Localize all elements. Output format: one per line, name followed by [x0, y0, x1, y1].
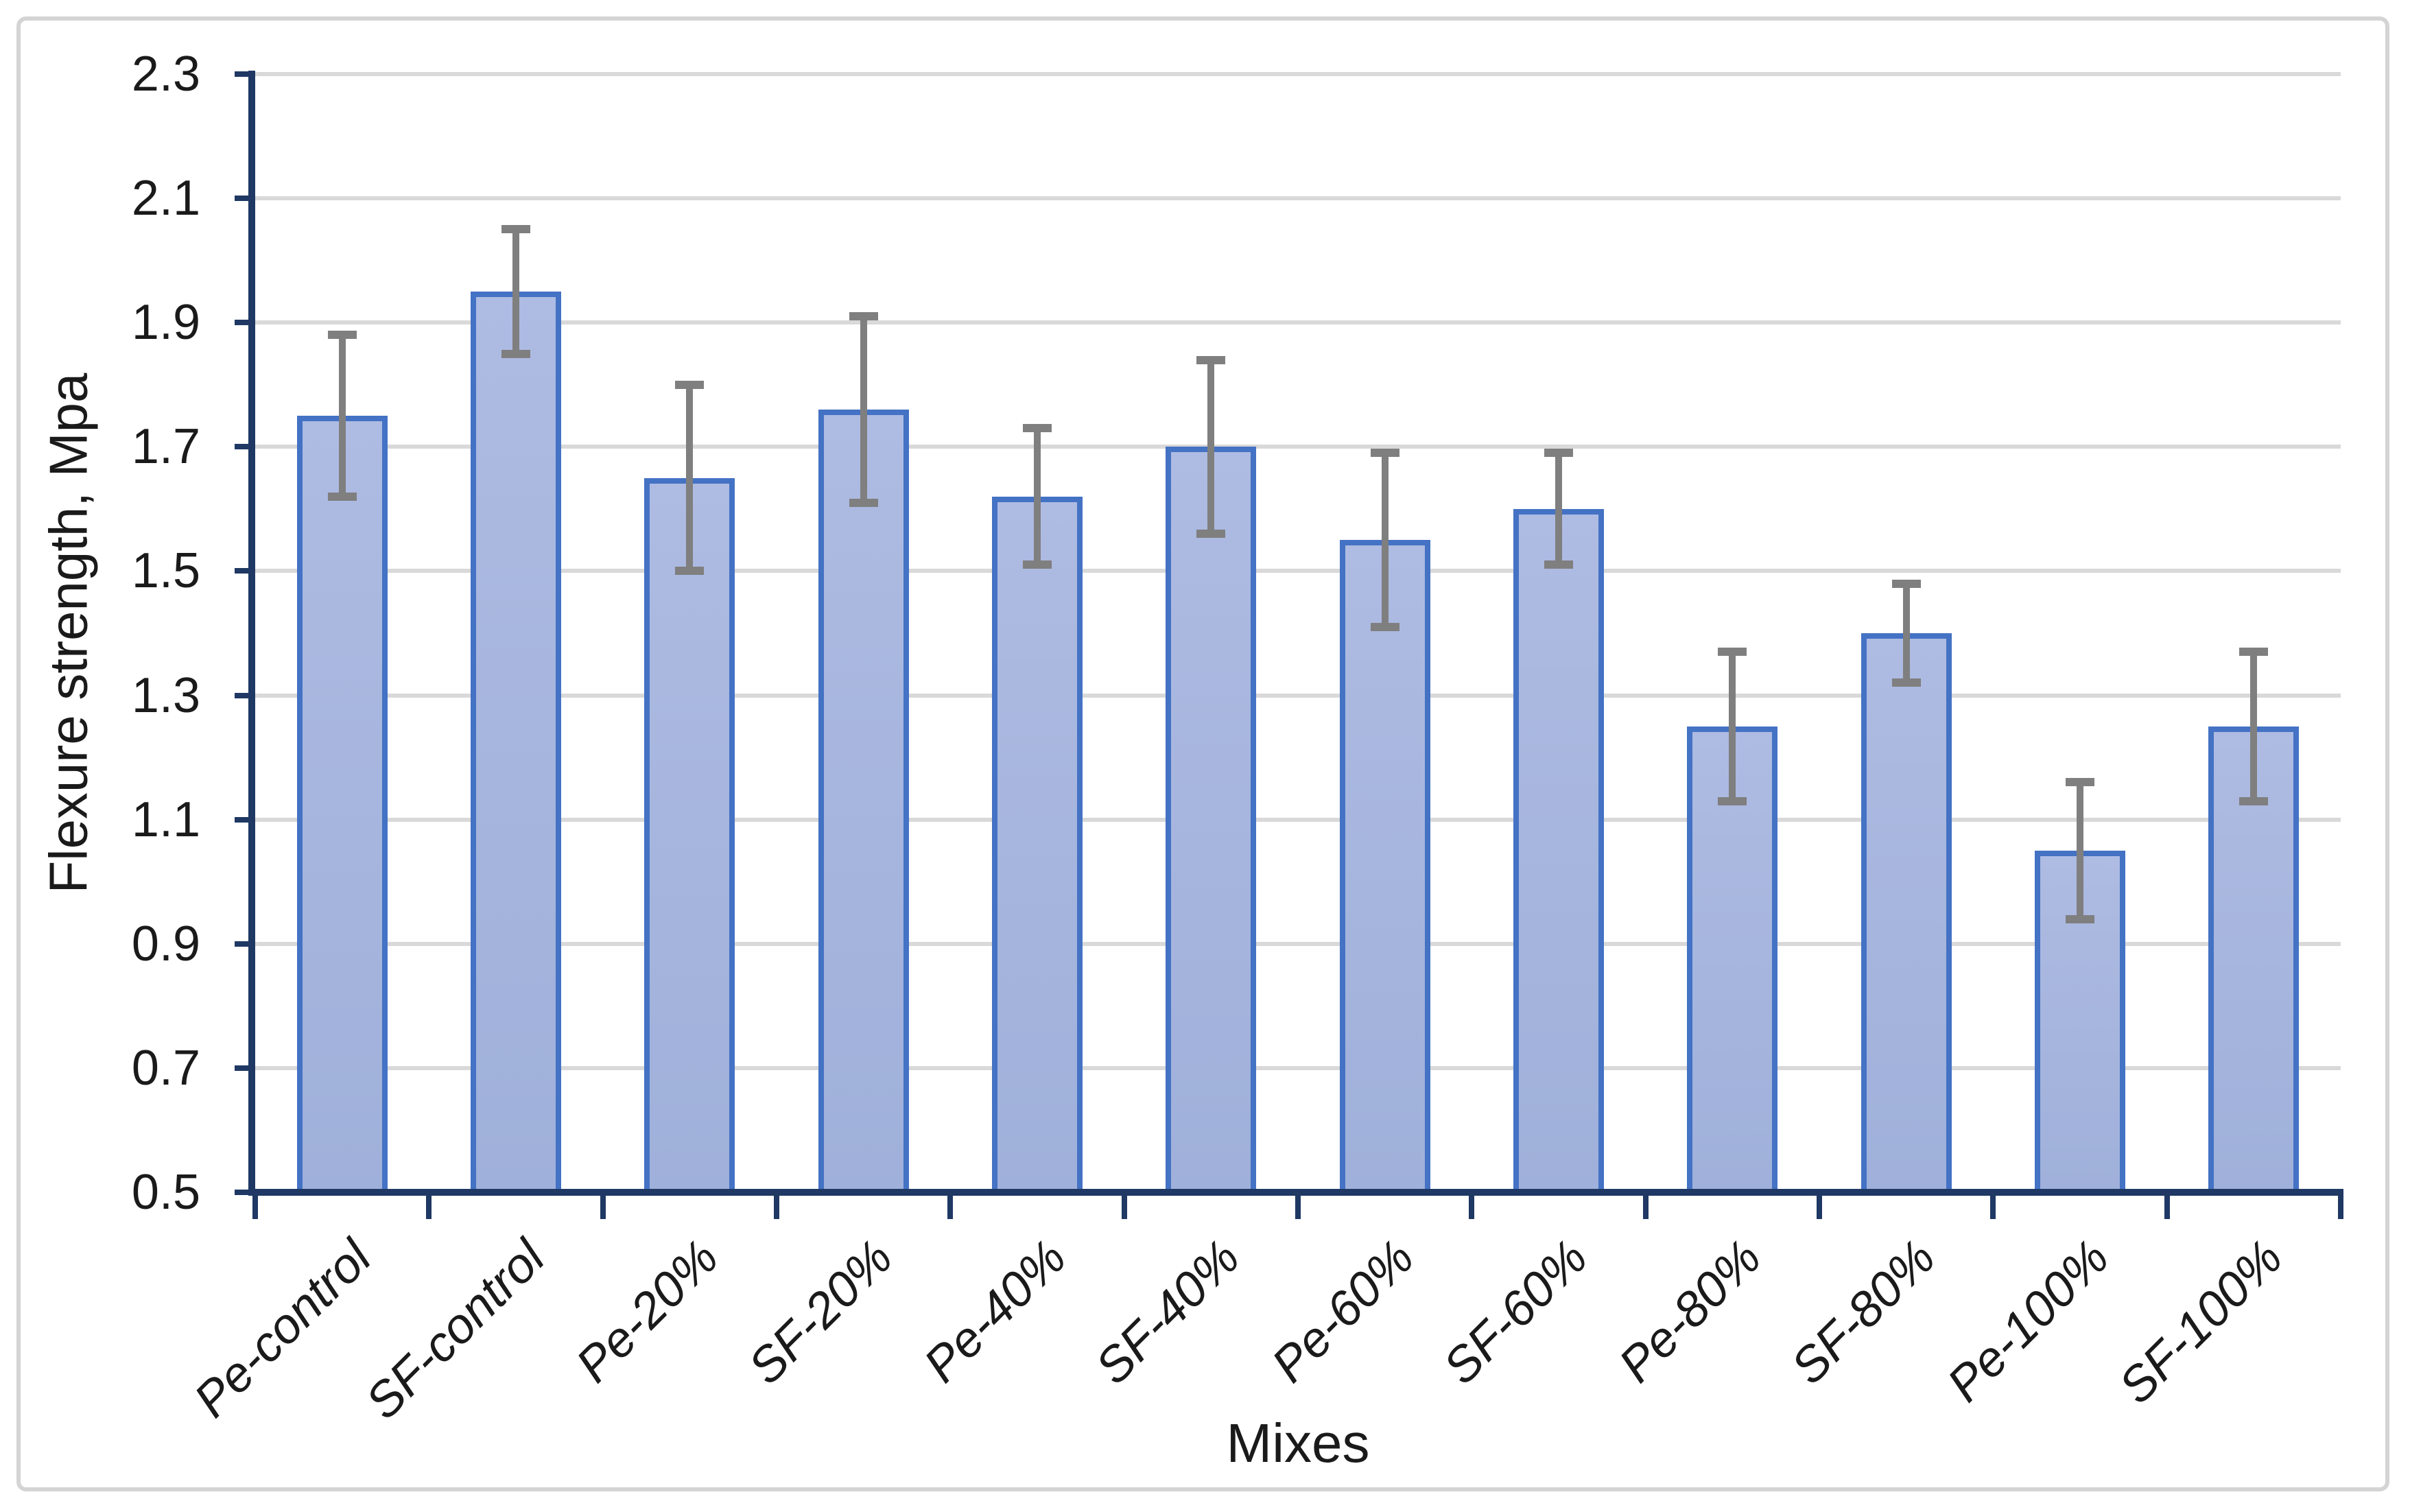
- error-bar-top-cap: [327, 331, 357, 340]
- error-bar: [686, 384, 694, 571]
- error-bar-bottom-cap: [1370, 622, 1399, 631]
- y-axis-tick: [235, 1190, 255, 1195]
- error-bar: [1729, 652, 1736, 801]
- error-bar: [2077, 782, 2083, 919]
- y-axis-tick-label: 1.5: [131, 543, 200, 599]
- bar: [1339, 540, 1430, 1192]
- error-bar: [512, 229, 519, 354]
- error-bar: [1381, 453, 1389, 627]
- y-axis-tick-label: 0.7: [131, 1040, 200, 1096]
- bar: [818, 410, 909, 1192]
- x-axis-tick: [774, 1189, 779, 1219]
- error-bar-top-cap: [1718, 648, 1747, 657]
- gridline: [255, 320, 2341, 325]
- error-bar: [1034, 428, 1041, 565]
- error-bar-bottom-cap: [1718, 796, 1747, 805]
- x-axis-tick: [600, 1189, 606, 1219]
- y-axis-tick: [235, 320, 255, 326]
- error-bar-bottom-cap: [2239, 796, 2269, 805]
- error-bar-bottom-cap: [501, 349, 530, 358]
- gridline: [255, 445, 2341, 449]
- error-bar: [1902, 583, 1910, 683]
- bar: [1166, 447, 1257, 1192]
- y-axis-tick: [235, 71, 255, 77]
- gridline: [255, 196, 2341, 201]
- gridline: [255, 693, 2341, 698]
- error-bar-bottom-cap: [849, 498, 878, 507]
- error-bar-bottom-cap: [675, 567, 705, 576]
- x-axis-tick: [1990, 1189, 1996, 1219]
- x-axis-title: Mixes: [1226, 1413, 1370, 1474]
- x-axis-tick: [2338, 1189, 2343, 1219]
- error-bar-top-cap: [1023, 424, 1052, 433]
- error-bar-top-cap: [1891, 579, 1921, 588]
- y-axis-line: [248, 71, 255, 1196]
- error-bar-top-cap: [1370, 449, 1399, 458]
- y-axis-tick: [235, 1065, 255, 1071]
- error-bar-bottom-cap: [327, 492, 357, 501]
- gridline: [255, 817, 2341, 822]
- y-axis-tick: [235, 941, 255, 947]
- error-bar-top-cap: [849, 312, 878, 321]
- y-axis-tick-label: 0.9: [131, 916, 200, 971]
- bar: [1860, 633, 1952, 1192]
- y-axis-tick-label: 1.9: [131, 295, 200, 351]
- gridline: [255, 72, 2341, 76]
- x-axis-tick: [252, 1189, 258, 1219]
- error-bar-top-cap: [2239, 648, 2269, 657]
- y-axis-tick: [235, 568, 255, 574]
- x-axis-tick: [1642, 1189, 1649, 1219]
- gridline: [255, 569, 2341, 574]
- error-bar-top-cap: [675, 380, 705, 389]
- x-axis-tick: [1121, 1189, 1127, 1219]
- error-bar-bottom-cap: [2066, 914, 2094, 923]
- y-axis-title: Flexure strength, Mpa: [38, 373, 99, 894]
- error-bar: [338, 335, 346, 497]
- bar: [471, 291, 561, 1192]
- x-axis-line: [248, 1189, 2341, 1196]
- x-axis-tick: [426, 1189, 432, 1219]
- error-bar-top-cap: [501, 225, 530, 234]
- error-bar-top-cap: [1544, 449, 1573, 458]
- figure-border: [16, 16, 2389, 1491]
- x-axis-tick: [1817, 1189, 1822, 1219]
- y-axis-tick-label: 1.3: [131, 668, 200, 723]
- x-axis-tick: [2164, 1189, 2170, 1219]
- y-axis-tick-label: 1.1: [131, 792, 200, 847]
- y-axis-tick-label: 1.7: [131, 419, 200, 475]
- gridline: [255, 941, 2341, 946]
- bar: [296, 416, 388, 1192]
- x-axis-tick: [947, 1189, 954, 1219]
- error-bar-bottom-cap: [1544, 560, 1573, 569]
- x-axis-tick: [1469, 1189, 1475, 1219]
- error-bar: [860, 316, 867, 503]
- y-axis-tick-label: 0.5: [131, 1165, 200, 1220]
- error-bar-bottom-cap: [1891, 678, 1921, 687]
- y-axis-tick: [235, 196, 255, 202]
- bar: [992, 496, 1083, 1192]
- y-axis-tick-label: 2.1: [131, 171, 200, 226]
- error-bar-top-cap: [1196, 355, 1226, 364]
- error-bar-bottom-cap: [1196, 530, 1226, 539]
- gridline: [255, 1065, 2341, 1070]
- bar: [1513, 508, 1604, 1192]
- y-axis-tick: [235, 692, 255, 698]
- bar: [644, 477, 735, 1192]
- x-axis-tick: [1295, 1189, 1301, 1219]
- error-bar: [1555, 453, 1562, 565]
- y-axis-tick-label: 2.3: [131, 47, 200, 102]
- error-bar: [1207, 359, 1215, 534]
- error-bar-bottom-cap: [1023, 560, 1052, 569]
- error-bar: [2250, 652, 2258, 801]
- error-bar-top-cap: [2066, 778, 2094, 787]
- y-axis-tick: [235, 816, 255, 823]
- y-axis-tick: [235, 444, 255, 450]
